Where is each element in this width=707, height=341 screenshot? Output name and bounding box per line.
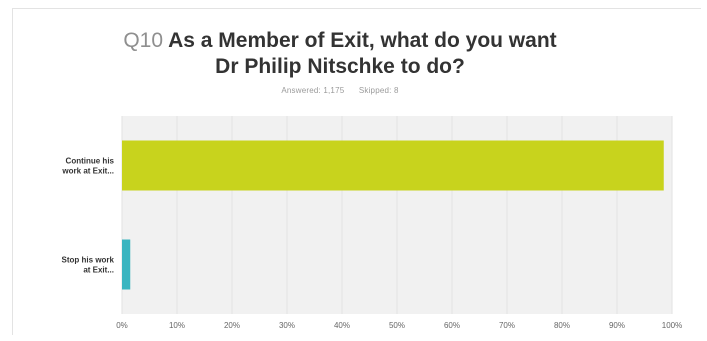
bar [122,140,664,191]
x-tick-label: 20% [224,321,240,330]
question-title-line2: Dr Philip Nitschke to do? [215,55,465,78]
category-label: Stop his work [62,256,115,265]
x-tick-label: 30% [279,321,295,330]
question-title: Q10 As a Member of Exit, what do you wan… [40,28,640,80]
answered-count: Answered: 1,175 [281,86,345,95]
x-tick-label: 100% [662,321,682,330]
category-label: Continue his [66,157,115,166]
category-label: work at Exit... [61,167,114,176]
x-tick-label: 10% [169,321,185,330]
bar [122,239,131,290]
x-tick-label: 80% [554,321,570,330]
x-tick-label: 90% [609,321,625,330]
x-tick-label: 70% [499,321,515,330]
response-stats: Answered: 1,175 Skipped: 8 [40,86,640,95]
question-title-line1: As a Member of Exit, what do you want [168,29,557,52]
x-tick-label: 60% [444,321,460,330]
category-label: at Exit... [83,266,114,275]
x-tick-label: 50% [389,321,405,330]
x-tick-label: 0% [116,321,128,330]
question-number: Q10 [123,29,164,52]
skipped-count: Skipped: 8 [358,86,399,95]
x-tick-label: 40% [334,321,350,330]
